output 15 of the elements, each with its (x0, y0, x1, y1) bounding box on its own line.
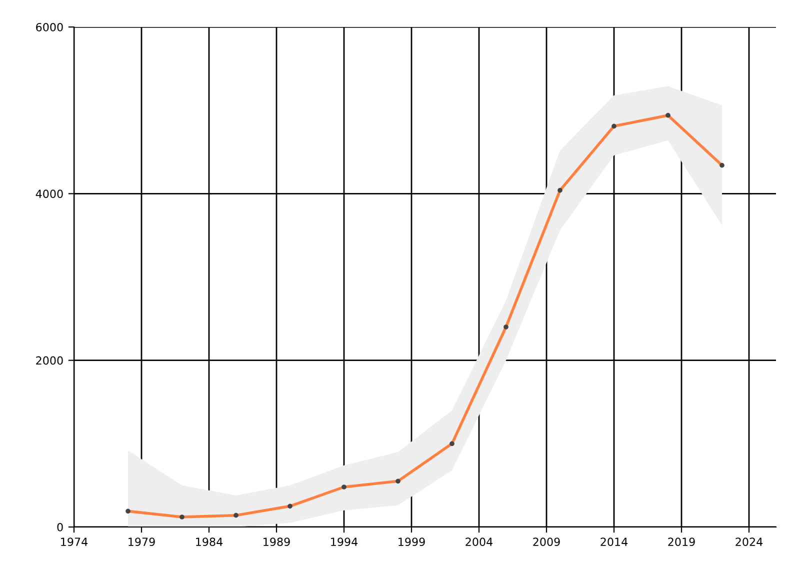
y-tick-label: 0 (57, 522, 63, 532)
x-tick-label: 2004 (466, 538, 493, 546)
x-tick-label: 1999 (398, 538, 425, 546)
x-tick-label: 1994 (331, 538, 358, 546)
y-tick-label: 4000 (36, 190, 63, 198)
x-tick-label: 2009 (533, 538, 560, 546)
x-tick-label: 2024 (736, 538, 763, 546)
x-tick-label: 1989 (264, 538, 290, 546)
x-tick-label: 1979 (128, 538, 155, 546)
x-tick-label: 1974 (61, 538, 88, 546)
x-tick-label: 2019 (668, 538, 695, 546)
y-tick-label: 6000 (36, 22, 63, 32)
y-tick-label: 2000 (36, 356, 63, 365)
x-tick-label: 1984 (196, 538, 223, 546)
x-tick-label: 2014 (600, 538, 628, 546)
